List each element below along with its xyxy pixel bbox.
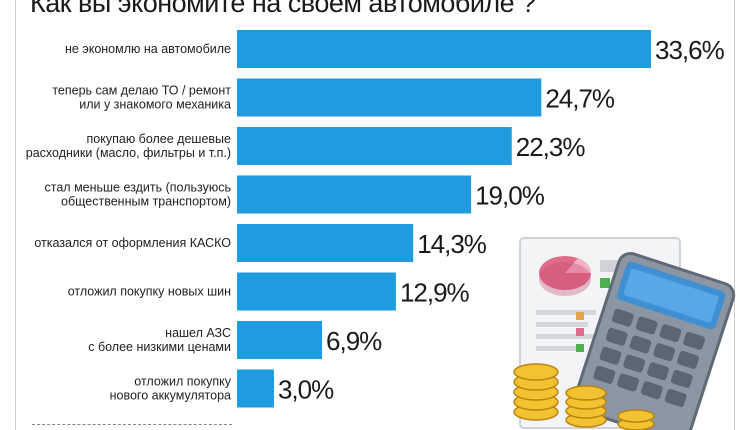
category-label-1: теперь сам делаю ТО / ремонт или у знаком… bbox=[52, 84, 231, 112]
value-label-7: 3,0% bbox=[278, 375, 334, 405]
value-label-5: 12,9% bbox=[400, 278, 470, 308]
value-label-0: 33,6% bbox=[655, 35, 725, 65]
bar-0 bbox=[237, 30, 651, 68]
value-label-6: 6,9% bbox=[326, 326, 382, 356]
chart-title: Как вы экономите на своем автомобиле ? bbox=[30, 0, 536, 18]
category-label-5: отложил покупку новых шин bbox=[68, 285, 231, 299]
bar-7 bbox=[237, 369, 274, 408]
bar-4 bbox=[237, 224, 414, 262]
value-label-2: 22,3% bbox=[516, 132, 586, 162]
calculator-coins-report-icon bbox=[513, 237, 736, 430]
bar-2 bbox=[237, 127, 512, 165]
category-label-3: стал меньше ездить (пользуюсь общественны… bbox=[45, 181, 231, 209]
category-label-2: покупаю более дешевые расходники (масло, … bbox=[26, 132, 231, 160]
category-label-0: не экономлю на автомобиле bbox=[65, 42, 231, 56]
bar-1 bbox=[237, 78, 542, 117]
bar-5 bbox=[237, 272, 396, 311]
value-label-4: 14,3% bbox=[417, 229, 487, 259]
category-label-6: нашел АЗС с более низкими ценами bbox=[88, 326, 231, 354]
category-label-7: отложил покупку нового аккумулятора bbox=[110, 375, 232, 403]
value-label-3: 19,0% bbox=[475, 181, 545, 211]
value-label-1: 24,7% bbox=[545, 84, 615, 114]
chart-frame bbox=[15, 0, 735, 430]
bar-3 bbox=[237, 175, 472, 214]
bar-6 bbox=[237, 321, 323, 359]
category-label-4: отказался от оформления КАСКО bbox=[34, 236, 231, 250]
footer-divider bbox=[32, 424, 232, 426]
